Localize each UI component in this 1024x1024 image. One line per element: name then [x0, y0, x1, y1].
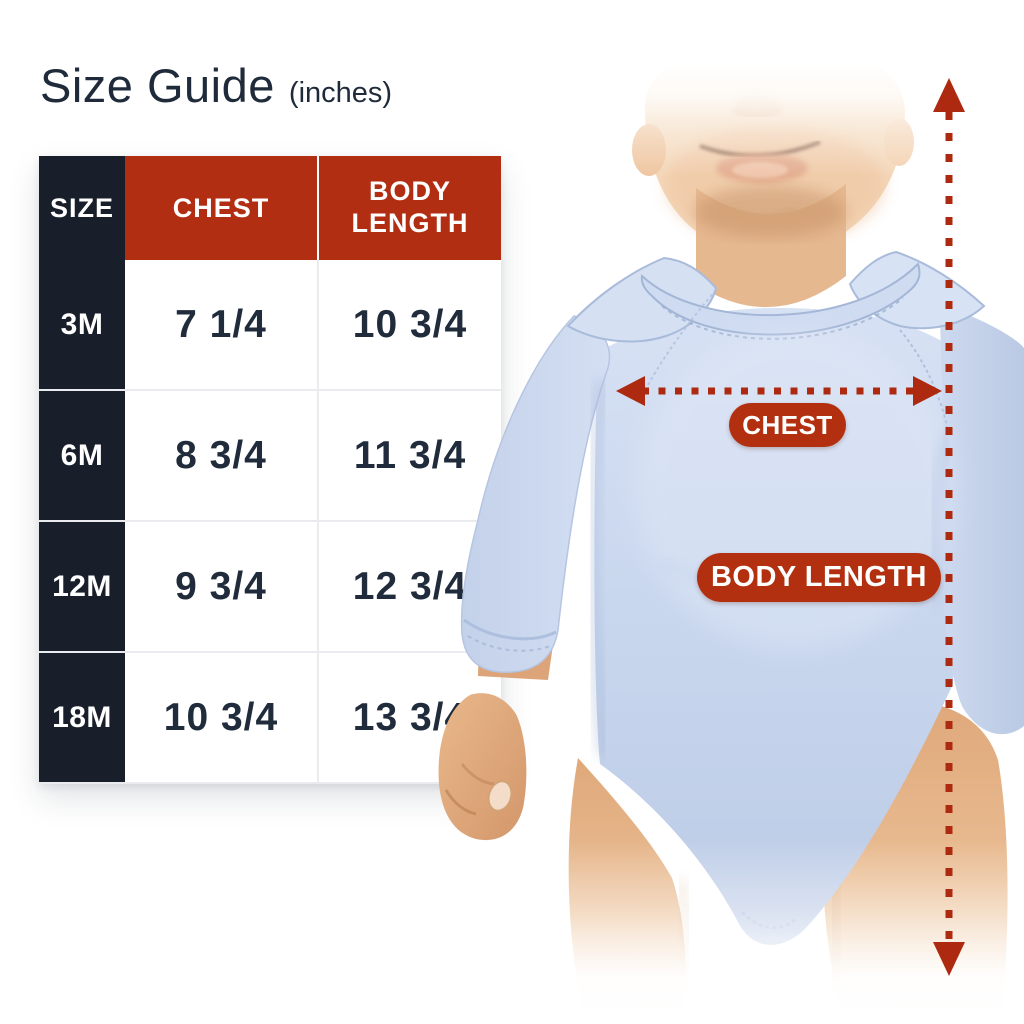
- table-row: 3M 7 1/4 10 3/4: [39, 260, 501, 391]
- body-length-measure-pill: BODY LENGTH: [697, 553, 941, 602]
- size-cell: 18M: [39, 653, 125, 782]
- chest-arrow-icon: [616, 376, 942, 406]
- header-size: SIZE: [39, 156, 125, 260]
- size-cell: 3M: [39, 260, 125, 389]
- body-length-value: 11 3/4: [353, 433, 467, 477]
- table-row: 12M 9 3/4 12 3/4: [39, 522, 501, 653]
- title-text: Size Guide: [40, 59, 275, 112]
- chest-value: 10 3/4: [125, 653, 319, 782]
- top-fade: [520, 0, 1024, 176]
- table-header-row: SIZE CHEST BODY LENGTH: [39, 156, 501, 260]
- baby-legs: [568, 700, 1008, 1010]
- chest-measure-pill: CHEST: [729, 403, 846, 447]
- bottom-fade: [380, 840, 1024, 1024]
- chest-value: 8 3/4: [125, 391, 319, 520]
- size-cell: 6M: [39, 391, 125, 520]
- table-row: 6M 8 3/4 11 3/4: [39, 391, 501, 522]
- baby-neck: [694, 184, 846, 308]
- header-body-length: BODY LENGTH: [319, 156, 501, 260]
- header-chest: CHEST: [125, 156, 319, 260]
- title-unit-text: (inches): [288, 77, 393, 109]
- baby-head: [632, 39, 914, 253]
- size-cell: 12M: [39, 522, 125, 651]
- body-length-value: 10 3/4: [352, 302, 468, 346]
- chest-value: 9 3/4: [125, 522, 319, 651]
- page-title: Size Guide (inches): [40, 58, 392, 113]
- table-row: 18M 10 3/4 13 3/4: [39, 653, 501, 784]
- size-table: SIZE CHEST BODY LENGTH 3M 7 1/4 10 3/4 6…: [39, 156, 501, 784]
- chest-value: 7 1/4: [125, 260, 319, 389]
- body-length-arrow-icon: [933, 78, 965, 976]
- body-length-value: 13 3/4: [352, 695, 468, 739]
- body-length-value: 12 3/4: [352, 564, 468, 608]
